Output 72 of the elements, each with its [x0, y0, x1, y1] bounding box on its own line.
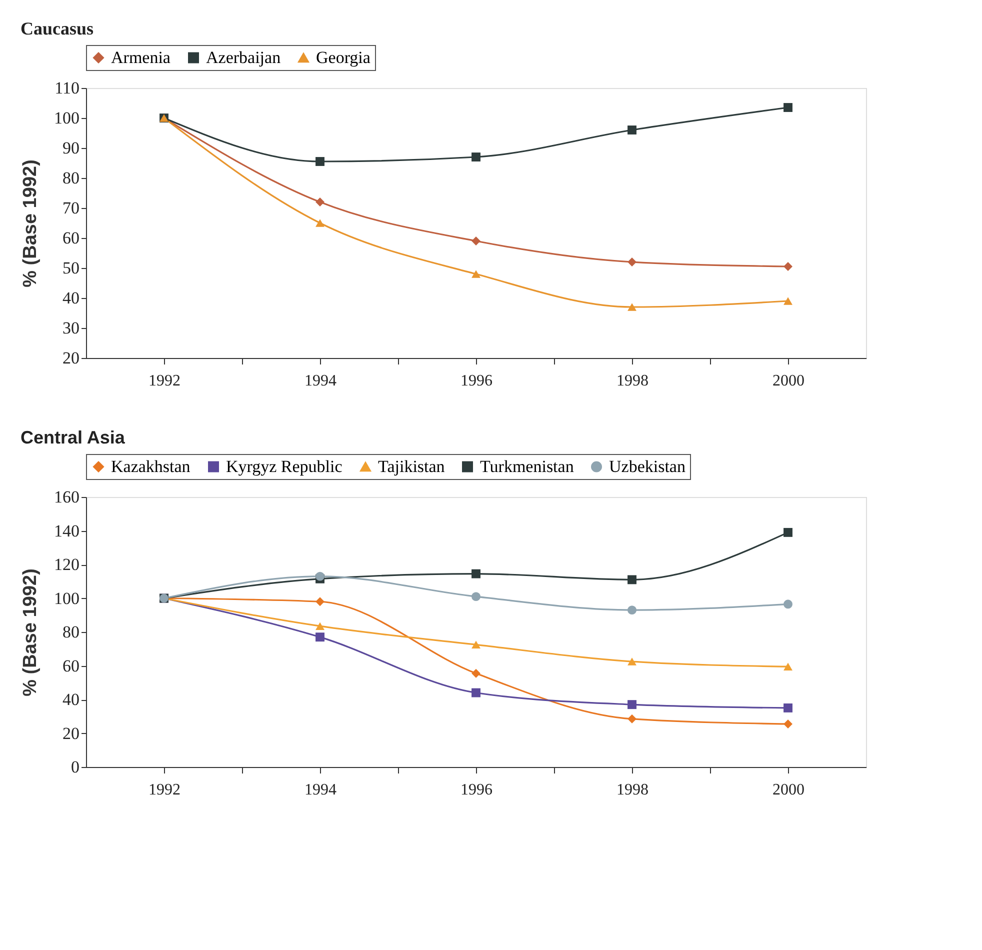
y-tick-label: 50 [62, 258, 80, 278]
x-tick-label: 1998 [616, 782, 648, 798]
x-tick-label: 1994 [304, 782, 336, 798]
legend-label: Armenia [111, 48, 171, 67]
x-tick-label: 2000 [772, 782, 804, 798]
point [316, 219, 324, 227]
point [784, 528, 792, 537]
x-tick-label: 1996 [460, 782, 492, 798]
y-tick-label: 80 [62, 622, 80, 642]
x-tick-label: 1998 [616, 372, 648, 390]
legend-label: Turkmenistan [480, 456, 574, 476]
y-tick-label: 20 [62, 348, 80, 368]
legend-label: Kyrgyz Republic [226, 456, 343, 476]
point [316, 597, 324, 606]
point [784, 703, 792, 712]
y-tick-label: 0 [71, 758, 80, 776]
y-tick-label: 40 [62, 288, 80, 308]
y-tick-label: 80 [62, 168, 80, 188]
x-tick-label: 1994 [304, 372, 336, 390]
point [316, 622, 324, 630]
y-tick-label: 100 [54, 588, 80, 608]
y-tick-label: 100 [54, 108, 80, 128]
point [784, 262, 792, 271]
chart-title: Central Asia [20, 428, 126, 448]
point [472, 668, 480, 678]
point [784, 719, 792, 728]
point [784, 297, 792, 305]
point [472, 688, 480, 698]
point [316, 157, 324, 166]
point [628, 303, 636, 311]
point [316, 572, 324, 581]
legend-label: Georgia [316, 48, 371, 67]
legend-label: Kazakhstan [111, 456, 191, 476]
x-tick-label: 1992 [148, 372, 180, 390]
point [316, 632, 324, 642]
point [316, 198, 324, 206]
point [472, 152, 480, 162]
x-tick-label: 2000 [772, 372, 804, 390]
y-tick-label: 60 [62, 656, 80, 676]
y-tick-label: 40 [62, 690, 80, 709]
point [628, 658, 636, 666]
y-tick-label: 110 [54, 78, 80, 98]
legend-label: Uzbekistan [609, 456, 686, 476]
point [628, 714, 636, 724]
point [628, 700, 636, 710]
y-tick-label: 120 [54, 555, 80, 574]
point [628, 126, 636, 134]
point [472, 592, 480, 602]
point [784, 103, 792, 112]
y-tick-label: 70 [62, 198, 80, 218]
x-tick-label: 1992 [148, 782, 180, 798]
point [472, 236, 480, 246]
x-tick-label: 1996 [460, 372, 492, 390]
y-axis-title: % (Base 1992) [20, 568, 41, 696]
point [472, 270, 480, 278]
point [472, 640, 480, 649]
y-tick-label: 90 [62, 138, 80, 158]
y-tick-label: 140 [54, 521, 80, 540]
y-tick-label: 160 [54, 488, 80, 506]
point [784, 662, 792, 670]
legend-label: Azerbaijan [206, 48, 282, 67]
y-axis-title: % (Base 1992) [20, 160, 41, 288]
point [628, 258, 636, 266]
legend-label: Tajikistan [378, 456, 446, 476]
y-tick-label: 30 [62, 318, 80, 338]
y-tick-label: 20 [62, 724, 80, 743]
point [628, 606, 636, 615]
chart-title: Caucasus [20, 18, 94, 38]
point [628, 575, 636, 584]
point [472, 569, 480, 578]
y-tick-label: 60 [62, 228, 80, 248]
point [784, 600, 792, 609]
